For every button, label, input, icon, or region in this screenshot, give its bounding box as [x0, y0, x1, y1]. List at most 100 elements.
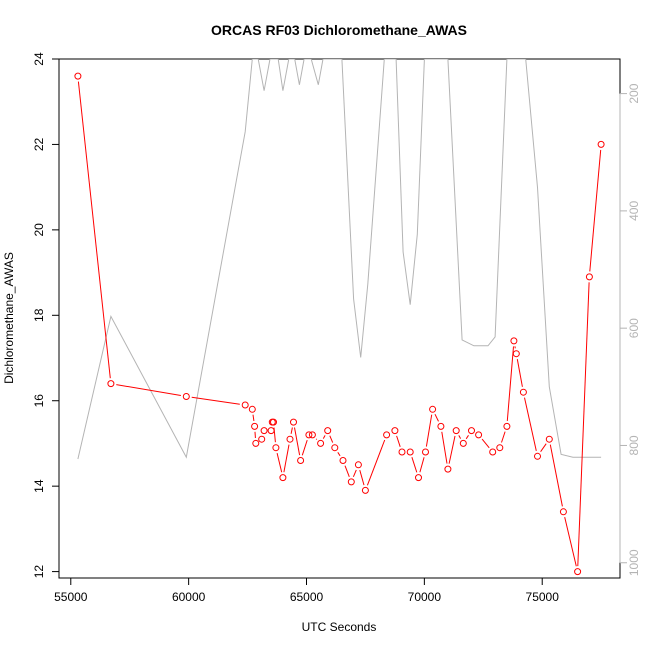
y2-tick-label: 200 — [627, 83, 641, 103]
data-point — [182, 393, 190, 400]
data-point — [279, 474, 287, 482]
data-point — [272, 444, 280, 452]
y-tick-label: 24 — [32, 52, 46, 66]
series-segment — [283, 444, 290, 473]
y-tick-label: 16 — [32, 394, 46, 408]
series-segment — [589, 149, 602, 272]
y-tick-label: 22 — [32, 137, 46, 151]
x-tick-label: 70000 — [408, 590, 442, 604]
data-point — [444, 465, 452, 473]
data-point — [354, 461, 362, 469]
x-axis-label: UTC Seconds — [302, 620, 377, 634]
data-point — [297, 457, 305, 464]
data-point — [489, 448, 497, 456]
series-segment — [549, 444, 563, 507]
y2-tick-label: 400 — [627, 201, 641, 221]
series-segment — [448, 435, 456, 464]
data-point — [248, 405, 256, 413]
data-point — [534, 452, 541, 460]
series-segment — [458, 435, 462, 439]
series-segment — [425, 414, 433, 447]
series-segment — [441, 431, 448, 464]
data-point — [452, 427, 460, 435]
data-point — [496, 444, 504, 452]
data-point — [585, 273, 593, 281]
data-point — [251, 422, 259, 430]
data-point — [290, 418, 297, 426]
data-point — [305, 431, 313, 439]
series-segment — [419, 457, 425, 473]
series-segment — [501, 431, 506, 443]
y2-tick-label: 800 — [627, 435, 641, 455]
data-point — [422, 448, 429, 456]
series-segment — [506, 346, 514, 421]
data-point — [107, 380, 115, 388]
series-segment — [191, 396, 240, 405]
y-axis: 12 14 16 18 20 22 24 — [32, 52, 60, 578]
series-segment — [77, 81, 111, 379]
series-segment — [315, 438, 318, 440]
data-point — [574, 568, 582, 576]
chart-title: ORCAS RF03 Dichloromethane_AWAS — [211, 22, 467, 38]
altitude-line — [77, 59, 602, 460]
data-point — [510, 337, 518, 345]
x-tick-label: 55000 — [54, 590, 88, 604]
series-segment — [481, 438, 490, 449]
data-point — [597, 140, 605, 148]
x-tick-label: 60000 — [172, 590, 206, 604]
data-point — [252, 439, 260, 447]
series-segment — [294, 427, 301, 456]
data-point — [475, 431, 483, 439]
series-segment — [252, 414, 255, 421]
data-point — [270, 418, 277, 426]
data-point — [267, 427, 275, 435]
data-point — [559, 508, 567, 516]
series-segment — [434, 413, 439, 422]
data-point — [468, 427, 475, 435]
data-point — [383, 431, 391, 439]
data-point — [331, 444, 339, 452]
data-point — [437, 422, 445, 430]
data-point — [391, 427, 399, 435]
series-segment — [301, 439, 308, 456]
y-tick-label: 18 — [32, 308, 46, 322]
series-segment — [524, 397, 537, 452]
series-segment — [564, 516, 577, 567]
series-segment — [411, 457, 418, 473]
data-point — [545, 435, 553, 443]
x-tick-label: 75000 — [526, 590, 560, 604]
series-segment — [352, 469, 357, 477]
data-point — [503, 422, 511, 430]
series-segment — [344, 465, 350, 477]
series-segment — [396, 435, 401, 447]
series-segment — [276, 452, 283, 473]
series-segment — [329, 435, 334, 443]
y2-tick-label: 1000 — [627, 549, 641, 576]
series-segment — [322, 435, 326, 439]
series-segment — [366, 439, 386, 486]
data-point — [347, 478, 355, 486]
series-segment — [116, 384, 181, 396]
series-segment — [337, 452, 341, 457]
y-tick-label: 20 — [32, 223, 46, 237]
series-segment — [577, 282, 590, 567]
series-segment — [359, 469, 365, 486]
data-point — [459, 439, 467, 447]
series-segment — [465, 435, 469, 440]
data-point — [258, 435, 266, 443]
x-axis: 55000 60000 65000 70000 75000 — [54, 577, 560, 604]
data-point — [324, 427, 332, 435]
data-point — [241, 401, 249, 409]
data-point — [286, 435, 294, 443]
data-point — [406, 448, 414, 456]
y2-tick-label: 600 — [627, 318, 641, 338]
data-point — [415, 474, 422, 482]
series-segment — [540, 443, 547, 452]
data-point — [74, 72, 82, 80]
data-point — [519, 388, 527, 396]
data-point — [260, 427, 268, 435]
y-axis-label: Dichloromethane_AWAS — [2, 252, 16, 384]
y-tick-label: 14 — [32, 479, 46, 493]
plot-frame — [58, 58, 621, 579]
